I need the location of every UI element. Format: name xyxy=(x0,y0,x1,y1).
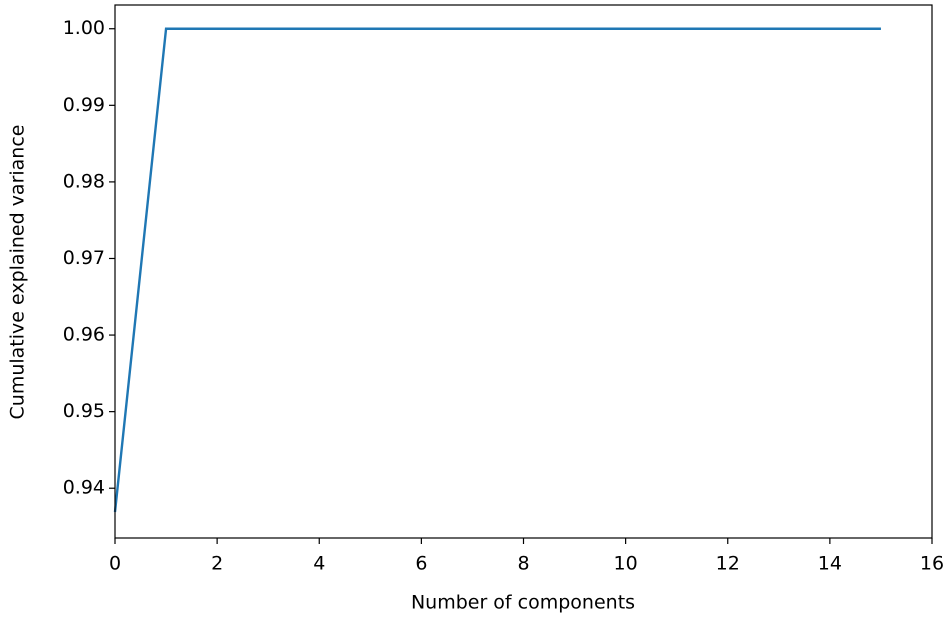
y-tick-label: 0.94 xyxy=(63,477,105,499)
x-tick-label: 0 xyxy=(109,553,121,575)
plot-frame xyxy=(114,4,933,539)
y-tick-label: 0.95 xyxy=(63,400,105,422)
y-tick-label: 0.99 xyxy=(63,94,105,116)
y-tick-label: 1.00 xyxy=(63,17,105,39)
y-tick-label: 0.96 xyxy=(63,324,105,346)
x-tick-label: 8 xyxy=(517,553,529,575)
x-tick-label: 12 xyxy=(716,553,740,575)
y-tick-label: 0.98 xyxy=(63,170,105,192)
y-axis-label: Cumulative explained variance xyxy=(7,125,29,420)
x-tick-label: 2 xyxy=(211,553,223,575)
x-tick-label: 6 xyxy=(415,553,427,575)
x-axis-label: Number of components xyxy=(411,592,635,614)
x-tick-label: 4 xyxy=(313,553,325,575)
line xyxy=(113,27,881,513)
y-tick-label: 0.97 xyxy=(63,247,105,269)
x-tick-label: 10 xyxy=(614,553,638,575)
x-tick-label: 14 xyxy=(818,553,842,575)
x-tick-label: 16 xyxy=(920,553,944,575)
